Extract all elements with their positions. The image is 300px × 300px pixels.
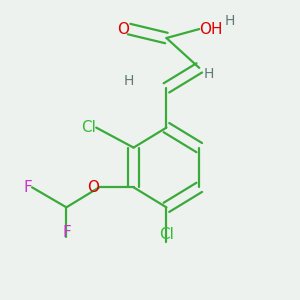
Text: OH: OH xyxy=(199,22,223,37)
Text: Cl: Cl xyxy=(159,227,174,242)
Text: H: H xyxy=(204,67,214,81)
Text: H: H xyxy=(225,14,235,28)
Text: O: O xyxy=(117,22,129,37)
Text: O: O xyxy=(87,180,99,195)
Text: Cl: Cl xyxy=(81,120,96,135)
Text: H: H xyxy=(123,74,134,88)
Text: F: F xyxy=(23,180,32,195)
Text: F: F xyxy=(62,225,71,240)
